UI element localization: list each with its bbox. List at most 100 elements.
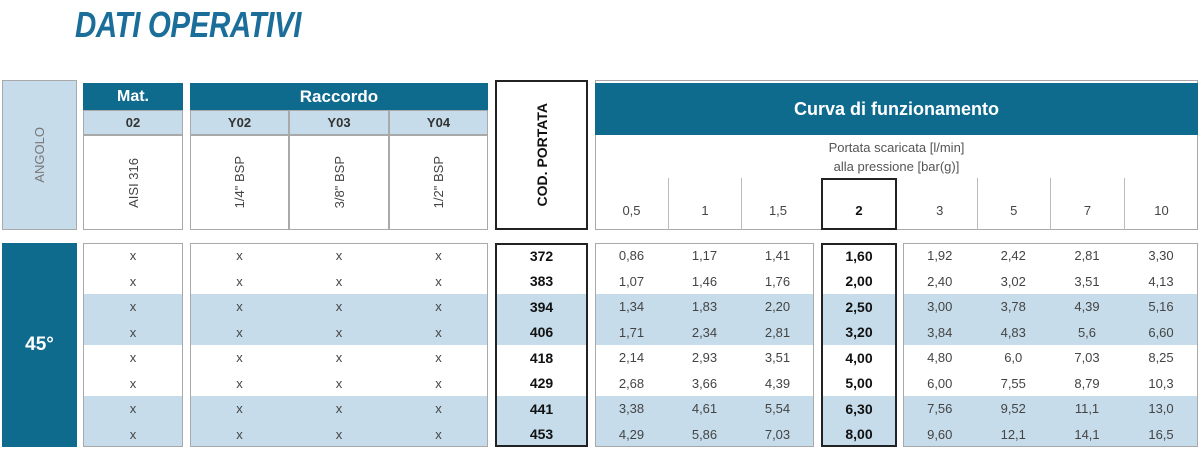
raccordo-size-text: 1/2" BSP — [431, 156, 446, 209]
raccordo-size: 1/2" BSP — [389, 135, 488, 230]
angle-value: 45° — [2, 243, 77, 447]
raccordo-value: x — [335, 350, 343, 366]
flow-value: 3,00 — [903, 294, 977, 320]
flow-value: 4,61 — [668, 396, 741, 422]
mat-value: x — [83, 319, 183, 345]
cod-value: 418 — [529, 349, 554, 366]
raccordo-value: x — [289, 421, 389, 447]
cod-value: 394 — [495, 294, 588, 320]
flow-value: 4,83 — [976, 319, 1050, 345]
mat-value: x — [129, 375, 137, 391]
pressure-label: 5 — [976, 178, 1051, 230]
flow-value: 2,40 — [927, 273, 953, 289]
raccordo-size-text: 3/8" BSP — [331, 156, 347, 209]
flow-value: 1,83 — [668, 294, 741, 320]
mat-material: AISI 316 — [83, 135, 183, 230]
mat-value: x — [129, 248, 137, 264]
page-title: DATI OPERATIVI — [75, 4, 302, 45]
raccordo-value: x — [435, 248, 442, 264]
cod-frame — [495, 243, 588, 447]
flow-value: 2,81 — [741, 319, 814, 345]
flow-value: 4,29 — [595, 421, 668, 447]
pressure-label: 7 — [1050, 178, 1124, 230]
flow-value: 2,50 — [821, 294, 897, 320]
mat-value: x — [129, 350, 137, 366]
flow-value: 1,46 — [691, 273, 718, 289]
flow-value: 2,20 — [741, 294, 814, 320]
flow-value: 2,42 — [1000, 248, 1026, 264]
angle-header-text: ANGOLO — [32, 127, 47, 183]
flow-value: 5,00 — [845, 375, 873, 392]
curve-frame-left — [595, 243, 814, 447]
flow-value: 4,39 — [1050, 294, 1124, 320]
flow-value: 4,39 — [764, 375, 791, 391]
raccordo-value: x — [435, 375, 442, 391]
flow-value: 8,25 — [1148, 350, 1174, 366]
flow-value: 12,1 — [976, 421, 1050, 447]
pressure-label: 1 — [668, 178, 741, 230]
flow-value: 5,86 — [668, 421, 741, 447]
cod-value: 441 — [495, 396, 588, 422]
flow-value: 4,13 — [1148, 273, 1174, 289]
raccordo-value: x — [236, 273, 243, 289]
mat-value: x — [83, 294, 183, 320]
flow-value: 5,54 — [741, 396, 814, 422]
flow-value: 7,55 — [1000, 375, 1026, 391]
raccordo-value: x — [236, 350, 243, 366]
raccordo-value: x — [389, 319, 488, 345]
flow-value: 3,51 — [764, 350, 791, 366]
raccordo-value: x — [335, 273, 343, 289]
flow-value: 1,92 — [927, 248, 953, 264]
mat-value: x — [83, 396, 183, 422]
flow-value: 4,00 — [845, 349, 873, 366]
flow-value: 2,93 — [691, 350, 718, 366]
mat-title: Mat. — [83, 83, 183, 110]
pressure-label: 3 — [936, 202, 944, 218]
angle-header: ANGOLO — [2, 80, 77, 230]
flow-value: 6,30 — [821, 396, 897, 422]
flow-value: 8,79 — [1074, 375, 1100, 391]
cod-value: 429 — [529, 375, 554, 392]
raccordo-value: x — [289, 294, 389, 320]
raccordo-title: Raccordo — [190, 83, 488, 110]
pressure-label: 10 — [1124, 178, 1198, 230]
flow-value: 2,34 — [668, 319, 741, 345]
cod-value: 372 — [529, 247, 554, 264]
flow-value: 14,1 — [1050, 421, 1124, 447]
flow-value: 1,17 — [691, 248, 718, 264]
curve-subtitle: Portata scaricata [l/min] — [828, 139, 965, 155]
flow-value: 5,16 — [1124, 294, 1198, 320]
curve-subtitle: alla pressione [bar(g)] — [833, 158, 960, 174]
cod-header: COD. PORTATA — [495, 80, 588, 230]
flow-value: 3,66 — [691, 375, 718, 391]
raccordo-size-text: 1/4" BSP — [232, 156, 247, 209]
raccordo-value: x — [389, 294, 488, 320]
flow-value: 3,78 — [976, 294, 1050, 320]
flow-value: 6,00 — [927, 375, 953, 391]
raccordo-value: x — [389, 396, 488, 422]
mat-material-text: AISI 316 — [125, 157, 141, 208]
raccordo-code: Y04 — [389, 110, 488, 135]
curve-frame-right — [903, 243, 1198, 447]
raccordo-value: x — [190, 319, 289, 345]
flow-value: 3,02 — [1000, 273, 1026, 289]
raccordo-value: x — [236, 248, 243, 264]
raccordo-value: x — [335, 375, 343, 391]
flow-value: 7,03 — [741, 421, 814, 447]
pressure-label: 1,5 — [741, 178, 814, 230]
flow-value: 4,80 — [927, 350, 953, 366]
flow-value: 9,52 — [976, 396, 1050, 422]
raccordo-frame — [190, 243, 488, 447]
flow-value: 3,84 — [903, 319, 977, 345]
flow-value: 5,6 — [1050, 319, 1124, 345]
flow-value: 2,00 — [845, 273, 873, 290]
flow-value: 1,76 — [764, 273, 791, 289]
raccordo-value: x — [289, 396, 389, 422]
flow-value: 1,34 — [595, 294, 668, 320]
flow-value: 10,3 — [1148, 375, 1174, 391]
raccordo-value: x — [435, 273, 442, 289]
raccordo-value: x — [190, 294, 289, 320]
cod-value: 406 — [495, 319, 588, 345]
raccordo-value: x — [236, 375, 243, 391]
